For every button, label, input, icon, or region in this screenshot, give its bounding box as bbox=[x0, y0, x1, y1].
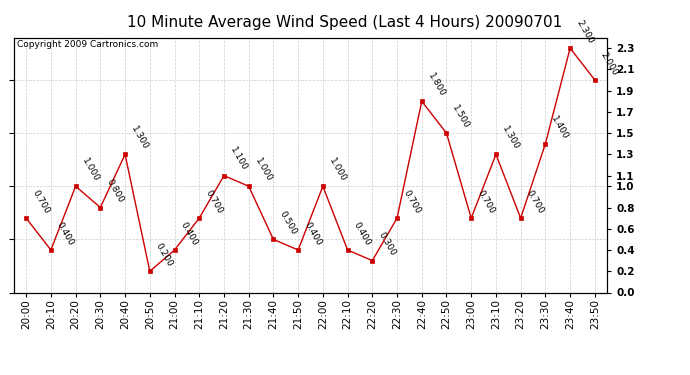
Text: 0.700: 0.700 bbox=[30, 189, 51, 215]
Text: 1.000: 1.000 bbox=[327, 157, 348, 183]
Text: 0.300: 0.300 bbox=[377, 231, 397, 258]
Text: 1.100: 1.100 bbox=[228, 146, 249, 173]
Text: 0.800: 0.800 bbox=[104, 178, 126, 205]
Text: 0.700: 0.700 bbox=[525, 189, 546, 215]
Text: 0.700: 0.700 bbox=[401, 189, 422, 215]
Text: 1.400: 1.400 bbox=[549, 114, 570, 141]
Text: 1.800: 1.800 bbox=[426, 72, 446, 99]
Text: 0.500: 0.500 bbox=[277, 210, 298, 237]
Text: 10 Minute Average Wind Speed (Last 4 Hours) 20090701: 10 Minute Average Wind Speed (Last 4 Hou… bbox=[128, 15, 562, 30]
Text: 0.400: 0.400 bbox=[352, 220, 373, 247]
Text: 0.400: 0.400 bbox=[179, 220, 199, 247]
Text: 1.300: 1.300 bbox=[129, 125, 150, 152]
Text: 0.400: 0.400 bbox=[302, 220, 323, 247]
Text: 1.000: 1.000 bbox=[80, 157, 101, 183]
Text: Copyright 2009 Cartronics.com: Copyright 2009 Cartronics.com bbox=[17, 40, 158, 49]
Text: 0.400: 0.400 bbox=[55, 220, 76, 247]
Text: 1.300: 1.300 bbox=[500, 125, 521, 152]
Text: 0.700: 0.700 bbox=[475, 189, 496, 215]
Text: 1.000: 1.000 bbox=[253, 157, 274, 183]
Text: 2.000: 2.000 bbox=[599, 50, 620, 77]
Text: 1.500: 1.500 bbox=[451, 104, 471, 130]
Text: 2.300: 2.300 bbox=[574, 18, 595, 45]
Text: 0.700: 0.700 bbox=[204, 189, 224, 215]
Text: 0.200: 0.200 bbox=[154, 242, 175, 268]
